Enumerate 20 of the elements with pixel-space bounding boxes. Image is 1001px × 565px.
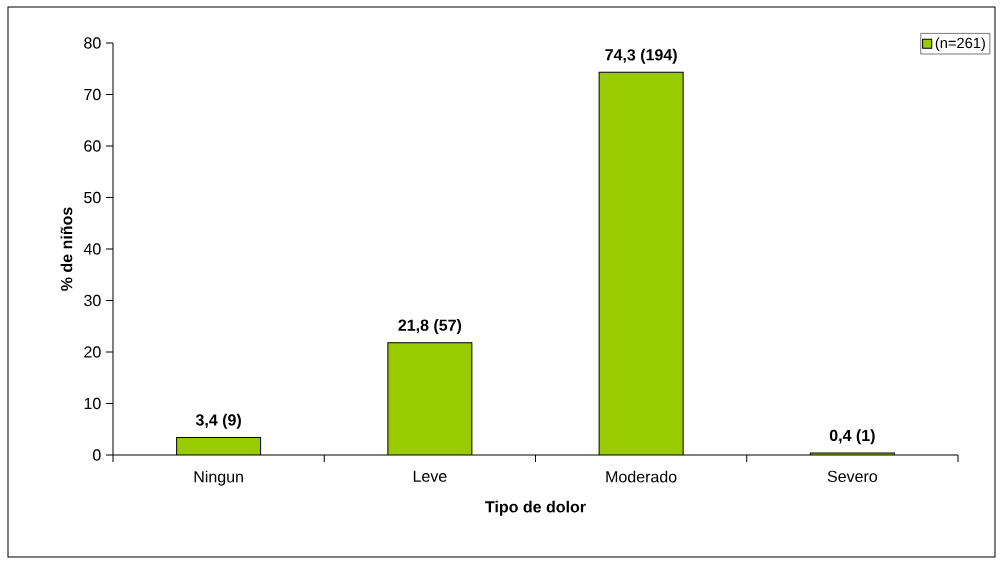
y-tick-label: 0 [93,449,101,461]
data-label: 21,8 (57) [398,319,462,335]
y-tick-label: 70 [84,88,101,101]
legend-label: (n=261) [935,37,985,52]
x-tick-label: Severo [827,470,878,483]
x-tick-label: Moderado [606,470,677,483]
y-tick-label: 10 [84,397,101,410]
x-axis-title: Tipo de dolor [485,500,586,516]
data-label: 74,3 (194) [605,48,677,64]
y-tick-label: 30 [84,294,101,307]
y-axis-title: % de niños [60,207,73,291]
y-tick-label: 20 [84,346,101,358]
x-tick-label: Leve [413,470,447,482]
y-tick-label: 50 [84,191,101,204]
y-tick-label: 80 [84,37,101,49]
y-tick-label: 40 [83,243,101,255]
data-label: 3,4 (9) [195,413,241,429]
y-tick-label: 60 [84,140,101,152]
x-tick-label: Ningun [194,470,243,486]
data-label: 0,4 (1) [829,429,875,445]
